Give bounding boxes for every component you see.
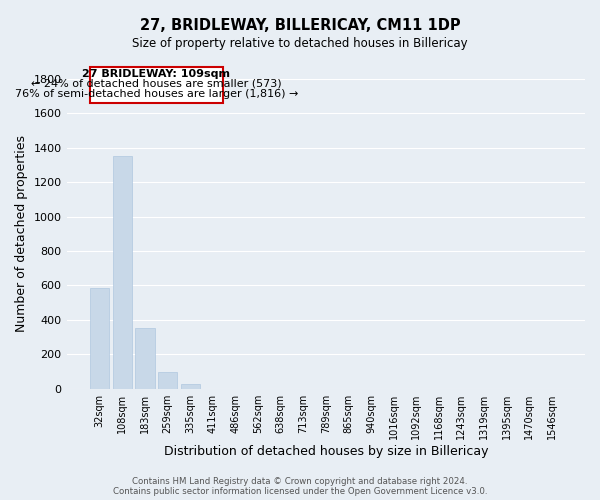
Text: 27 BRIDLEWAY: 109sqm: 27 BRIDLEWAY: 109sqm	[82, 69, 230, 79]
X-axis label: Distribution of detached houses by size in Billericay: Distribution of detached houses by size …	[164, 444, 488, 458]
Bar	[90, 288, 109, 388]
Text: Contains public sector information licensed under the Open Government Licence v3: Contains public sector information licen…	[113, 486, 487, 496]
Bar	[89, 67, 223, 103]
Text: 76% of semi-detached houses are larger (1,816) →: 76% of semi-detached houses are larger (…	[14, 88, 298, 99]
Bar	[181, 384, 200, 388]
Text: 27, BRIDLEWAY, BILLERICAY, CM11 1DP: 27, BRIDLEWAY, BILLERICAY, CM11 1DP	[140, 18, 460, 32]
Text: Size of property relative to detached houses in Billericay: Size of property relative to detached ho…	[132, 38, 468, 51]
Bar	[136, 328, 155, 388]
Bar	[158, 372, 177, 388]
Bar	[113, 156, 132, 388]
Text: ← 24% of detached houses are smaller (573): ← 24% of detached houses are smaller (57…	[31, 78, 281, 88]
Y-axis label: Number of detached properties: Number of detached properties	[15, 136, 28, 332]
Text: Contains HM Land Registry data © Crown copyright and database right 2024.: Contains HM Land Registry data © Crown c…	[132, 476, 468, 486]
